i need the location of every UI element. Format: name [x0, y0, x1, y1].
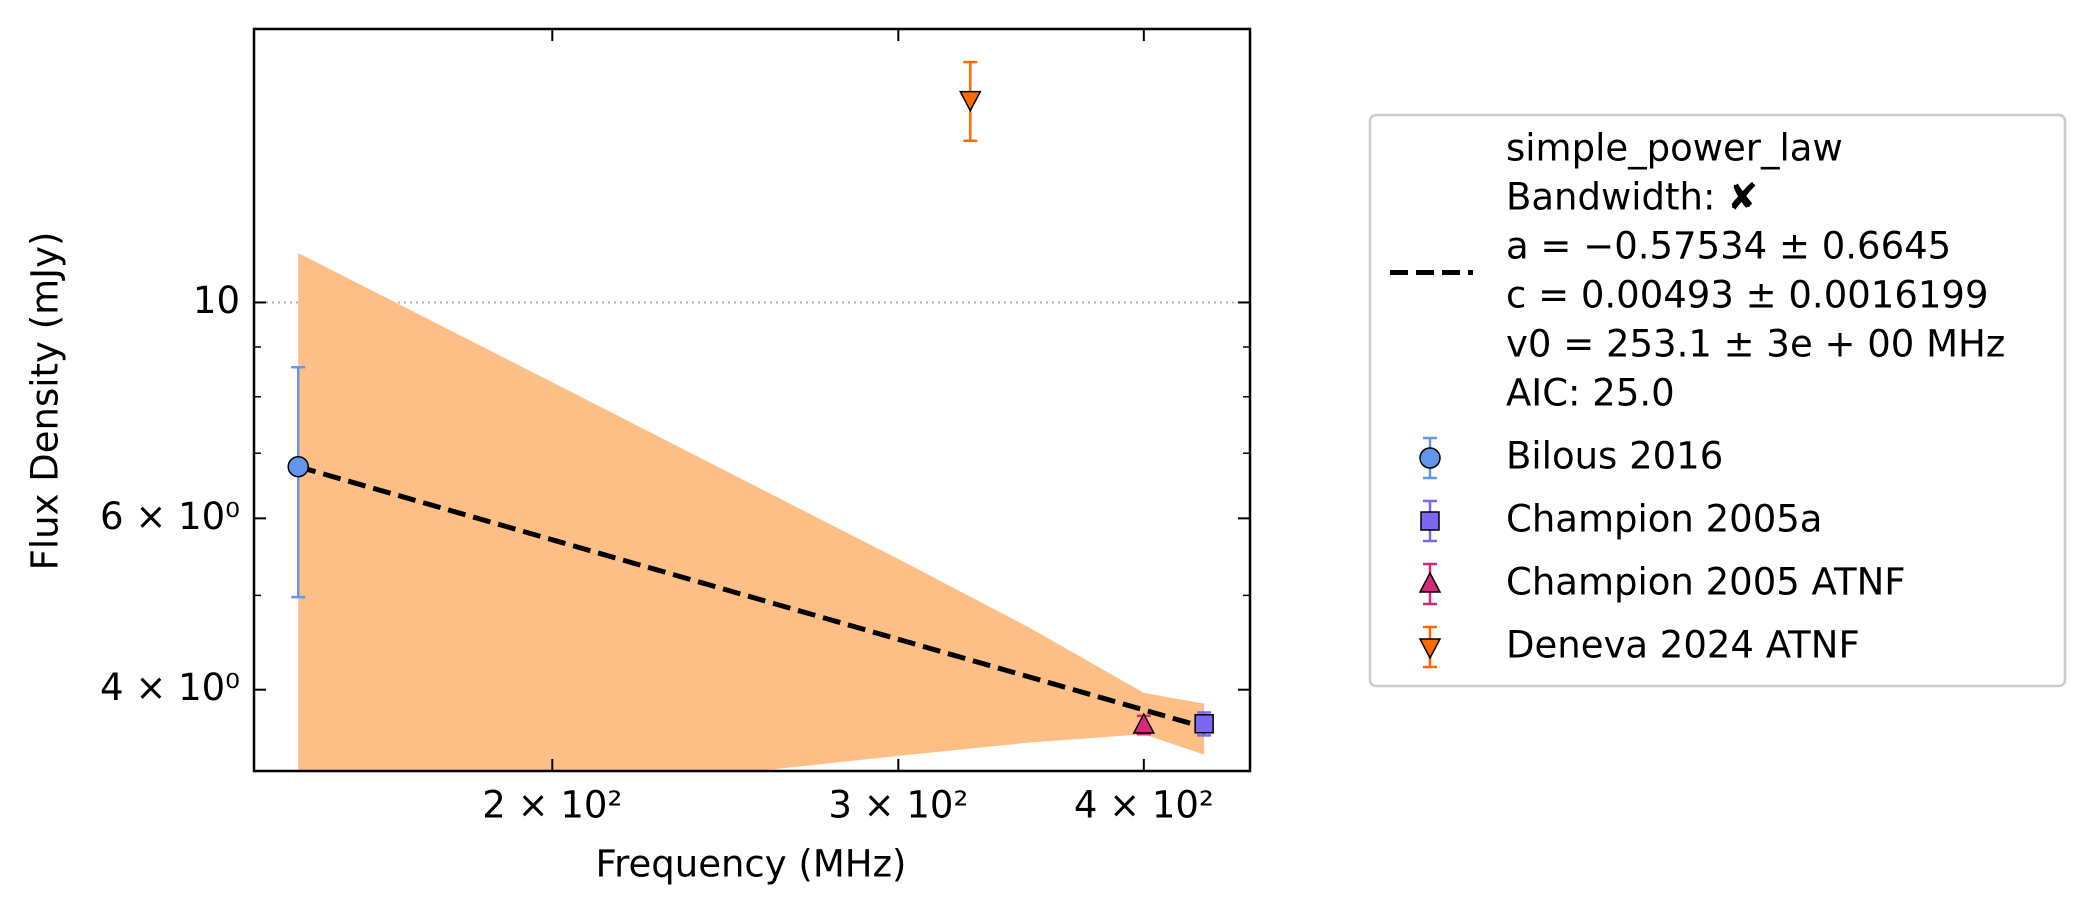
legend-fit-text: Bandwidth: ✘: [1506, 176, 1758, 219]
y-axis-label: Flux Density (mJy): [24, 232, 67, 571]
plot-frame: [252, 27, 1252, 773]
data-point: [1194, 714, 1214, 734]
legend-marker: [1418, 571, 1442, 593]
y-tick-label: 6 × 10⁰: [100, 495, 240, 538]
legend-marker: [1418, 638, 1442, 660]
x-tick-label: 3 × 10²: [828, 784, 968, 827]
x-tick-label: 2 × 10²: [482, 784, 622, 827]
x-tick-label: 4 × 10²: [1074, 784, 1214, 827]
legend-fit-text: v0 = 253.1 ± 3e + 00 MHz: [1506, 323, 2005, 366]
legend-fit-text: a = −0.57534 ± 0.6645: [1506, 225, 1951, 268]
legend-box: [1368, 113, 2067, 688]
plot-area: [287, 60, 1214, 771]
y-tick-label: 10: [193, 279, 240, 322]
legend-label: Bilous 2016: [1506, 435, 1723, 478]
legend-label: Champion 2005a: [1506, 498, 1822, 541]
legend-label: Champion 2005 ATNF: [1506, 561, 1906, 604]
x-axis-label: Frequency (MHz): [596, 843, 907, 886]
confidence-band: [298, 253, 1205, 771]
fit-line: [297, 464, 1205, 730]
legend-marker: [1420, 511, 1440, 531]
data-point: [287, 455, 309, 478]
legend-fit-text: AIC: 25.0: [1506, 372, 1675, 415]
legend-fit-text: simple_power_law: [1506, 127, 1843, 170]
legend-marker: [1419, 447, 1441, 469]
data-point: [959, 90, 982, 113]
y-tick-label: 4 × 10⁰: [100, 666, 240, 709]
legend-label: Deneva 2024 ATNF: [1506, 624, 1860, 667]
error-bar: [291, 365, 306, 599]
legend-fit-text: c = 0.00493 ± 0.0016199: [1506, 274, 1988, 317]
data-point: [1132, 712, 1156, 734]
